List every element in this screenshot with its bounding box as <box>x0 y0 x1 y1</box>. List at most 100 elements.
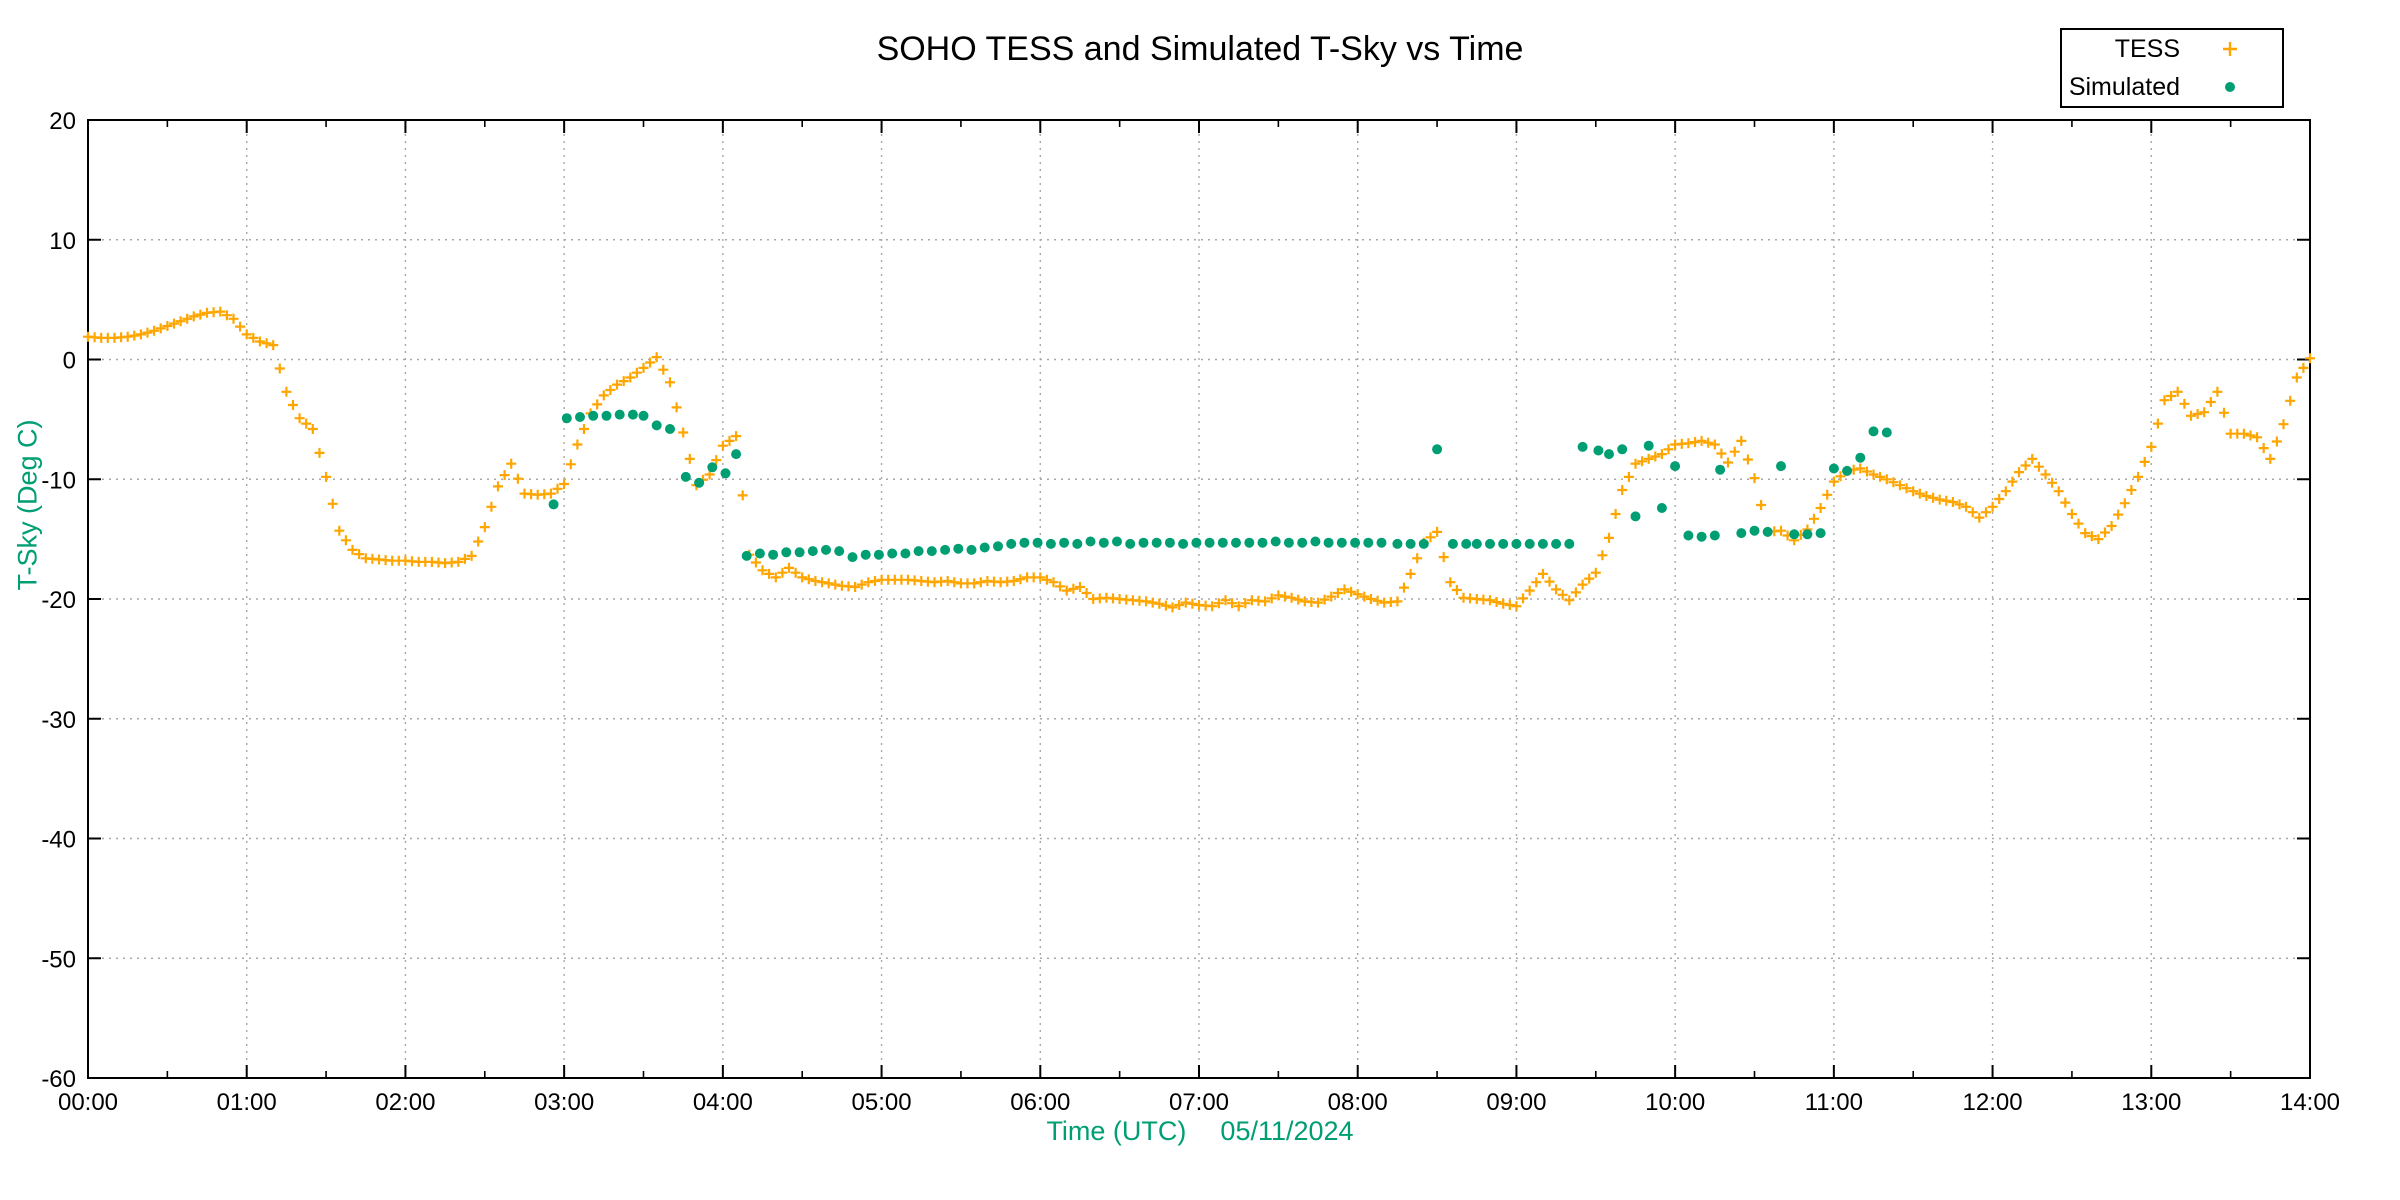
y-tick-label: 20 <box>49 108 76 135</box>
simulated-data-point <box>1670 461 1681 472</box>
simulated-data-point <box>821 544 831 555</box>
simulated-data-point <box>1257 537 1268 548</box>
x-tick-label: 14:00 <box>2280 1089 2340 1116</box>
simulated-data-point <box>1336 537 1347 548</box>
simulated-data-point <box>913 546 924 557</box>
simulated-data-point <box>979 542 990 553</box>
simulated-data-point <box>1432 444 1443 455</box>
x-tick-label: 00:00 <box>58 1089 118 1116</box>
simulated-data-point <box>1392 538 1403 549</box>
simulated-data-point <box>1789 529 1800 540</box>
simulated-data-point <box>1656 503 1667 513</box>
simulated-data-point <box>1715 464 1726 475</box>
simulated-data-point <box>588 410 599 421</box>
simulated-data-point <box>1537 538 1548 549</box>
simulated-data-point <box>1643 440 1654 451</box>
simulated-data-point <box>1630 511 1641 522</box>
simulated-data-point <box>1244 537 1255 548</box>
simulated-data-point <box>1524 538 1535 549</box>
simulated-data-point <box>940 544 951 555</box>
simulated-data-point <box>1511 538 1522 549</box>
legend-label-simulated: Simulated <box>2068 72 2180 101</box>
x-tick-label: 02:00 <box>375 1089 435 1116</box>
simulated-data-point <box>1098 537 1109 548</box>
plot-border <box>87 119 2311 1079</box>
simulated-data-point <box>1802 529 1813 540</box>
simulated-data-point <box>1006 538 1017 549</box>
simulated-data-point <box>720 468 731 479</box>
simulated-data-point <box>1310 536 1321 547</box>
legend: TESS Simulated <box>2060 28 2284 108</box>
simulated-data-point <box>1231 537 1241 548</box>
simulated-data-point <box>1617 444 1628 455</box>
simulated-data-point <box>993 541 1003 552</box>
simulated-data-point <box>966 544 977 555</box>
tess-data-points <box>83 306 2315 613</box>
simulated-data-point <box>1270 536 1281 547</box>
simulated-data-point <box>1749 525 1760 536</box>
simulated-data-point <box>926 546 937 557</box>
simulated-data-point <box>1297 537 1308 548</box>
simulated-data-point <box>1350 537 1361 548</box>
simulated-data-point <box>1762 526 1773 537</box>
simulated-data-point <box>1085 536 1096 547</box>
y-axis-label: T-Sky (Deg C) <box>12 419 43 591</box>
y-tick-label: -60 <box>41 1066 76 1093</box>
simulated-data-point <box>1032 537 1043 548</box>
y-tick-label: -40 <box>41 827 76 854</box>
simulated-data-point <box>741 550 752 561</box>
simulated-data-point <box>1112 536 1122 547</box>
simulated-data-point <box>1564 538 1575 549</box>
simulated-data-point <box>1577 441 1588 452</box>
x-tick-label: 03:00 <box>534 1089 594 1116</box>
simulated-data-point <box>1405 538 1416 549</box>
simulated-data-point <box>601 410 612 421</box>
x-axis-label-row: Time (UTC) 05/11/2024 <box>0 1116 2400 1147</box>
y-tick-label: -20 <box>41 587 76 614</box>
simulated-data-point <box>1855 452 1866 463</box>
x-tick-label: 06:00 <box>1010 1089 1070 1116</box>
simulated-data-point <box>1019 537 1030 548</box>
simulated-data-point <box>1604 449 1614 460</box>
simulated-data-point <box>754 548 765 559</box>
simulated-data-point <box>1471 538 1482 549</box>
simulated-data-point <box>1164 537 1175 548</box>
simulated-data-point <box>1842 465 1853 476</box>
simulated-data-point <box>1593 445 1604 456</box>
simulated-data-point <box>1498 538 1509 549</box>
simulated-data-point <box>1881 427 1892 438</box>
simulated-data-point <box>1283 537 1294 548</box>
x-tick-label: 08:00 <box>1328 1089 1388 1116</box>
simulated-data-point <box>1828 463 1839 474</box>
x-tick-label: 11:00 <box>1805 1089 1863 1116</box>
simulated-data-point <box>1461 538 1472 549</box>
x-tick-label: 01:00 <box>217 1089 277 1116</box>
simulated-data-point <box>781 547 792 558</box>
simulated-data-point <box>847 552 858 563</box>
simulated-data-point <box>887 548 898 559</box>
simulated-data-point <box>731 449 742 460</box>
simulated-data-point <box>1696 531 1707 542</box>
simulated-data-point <box>873 549 884 560</box>
simulated-data-point <box>953 543 964 554</box>
x-axis-date: 05/11/2024 <box>1220 1116 1354 1146</box>
simulated-data-point <box>1776 461 1786 472</box>
x-tick-label: 13:00 <box>2121 1089 2181 1116</box>
simulated-data-point <box>575 412 585 422</box>
simulated-data-point <box>1868 426 1879 437</box>
simulated-data-point <box>680 471 691 482</box>
simulated-data-point <box>1363 537 1374 548</box>
simulated-data-point <box>1072 538 1083 549</box>
simulated-data-point <box>1191 537 1202 548</box>
simulated-data-point <box>768 549 779 560</box>
simulated-data-point <box>694 477 705 488</box>
y-tick-label: -50 <box>41 946 76 973</box>
simulated-data-point <box>1376 537 1387 548</box>
simulated-data-point <box>1204 537 1215 548</box>
simulated-data-point <box>561 413 572 424</box>
simulated-data-point <box>1815 528 1826 539</box>
simulated-data-point <box>1059 537 1070 548</box>
legend-row-simulated: Simulated <box>2062 68 2282 106</box>
